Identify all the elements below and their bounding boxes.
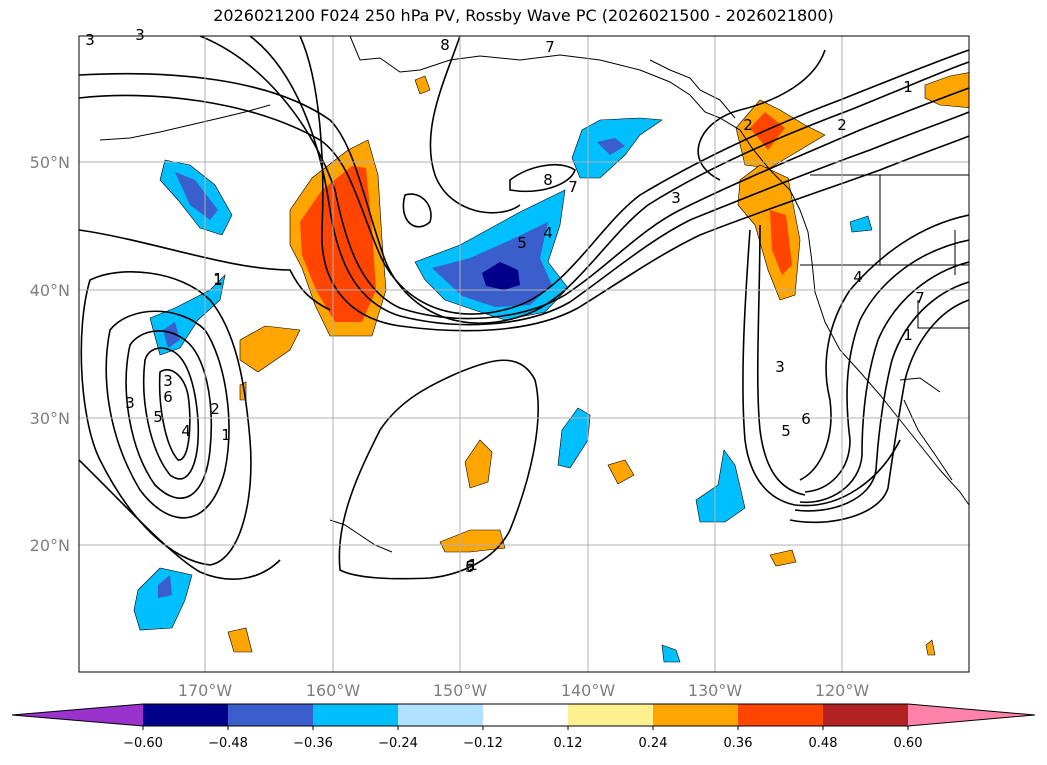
positive-anomaly — [769, 549, 797, 567]
colorbar-tick-label: 0.60 — [894, 736, 923, 751]
positive-anomaly — [414, 75, 431, 95]
negative-anomaly — [849, 215, 873, 233]
contour-label: 3 — [125, 394, 135, 412]
contour-label: 4 — [181, 422, 191, 440]
colorbar-segment — [398, 704, 483, 726]
negative-anomaly-max — [482, 262, 520, 290]
contour-label: 5 — [153, 408, 163, 426]
positive-anomaly — [464, 439, 493, 489]
colorbar-segment — [823, 704, 908, 726]
latitude-labels: 50°N 40°N 30°N 20°N — [30, 153, 70, 555]
contour-label: 3 — [85, 31, 95, 49]
positive-anomaly — [607, 459, 635, 485]
colorbar-extend-max — [908, 704, 1035, 726]
lon-tick-label: 120°W — [815, 681, 870, 700]
contour-label: 5 — [465, 558, 475, 576]
lon-tick-label: 140°W — [561, 681, 616, 700]
contour-label: 6 — [163, 388, 173, 406]
longitude-labels: 170°W 160°W 150°W 140°W 130°W 120°W — [178, 681, 870, 700]
colorbar-tick-label: −0.24 — [378, 736, 418, 751]
contour-label: 2 — [837, 116, 847, 134]
contour-label: 6 — [465, 557, 475, 575]
contour-label: 1 — [903, 78, 913, 96]
contour-label: 2 — [210, 400, 220, 418]
positive-anomaly — [227, 627, 253, 653]
positive-anomaly — [735, 99, 826, 169]
contour-label: 3 — [775, 358, 785, 376]
contour-label: 7 — [568, 178, 578, 196]
negative-anomaly-core — [597, 138, 625, 155]
lon-tick-label: 160°W — [306, 681, 361, 700]
colorbar-segment — [143, 704, 228, 726]
map-frame — [78, 35, 970, 673]
positive-anomaly — [924, 72, 969, 109]
colorbar-tick-label: −0.48 — [208, 736, 248, 751]
colorbar-segment — [653, 704, 738, 726]
lon-tick-label: 150°W — [433, 681, 488, 700]
colorbar-segment — [483, 704, 568, 726]
negative-anomaly-core — [175, 172, 218, 220]
contour-label: 1 — [213, 270, 223, 288]
negative-anomaly — [695, 449, 746, 523]
contour-label: 8 — [440, 36, 450, 54]
contour-labels: 3 8 7 1 2 1 2 8 7 3 5 4 1 4 7 1 3 3 6 5 … — [85, 26, 925, 576]
positive-anomaly-core — [770, 210, 792, 275]
colorbar-segment — [313, 704, 398, 726]
chart-title: 2026021200 F024 250 hPa PV, Rossby Wave … — [213, 6, 834, 25]
lat-tick-label: 30°N — [30, 409, 70, 428]
positive-anomaly — [239, 325, 301, 373]
lon-tick-label: 170°W — [178, 681, 233, 700]
contour-label: 3 — [163, 372, 173, 390]
positive-anomaly — [439, 529, 506, 553]
negative-anomaly-core — [158, 575, 172, 598]
contour-label: 1 — [221, 426, 231, 444]
contour-label: 7 — [545, 38, 555, 56]
colorbar-tick-label: −0.36 — [293, 736, 333, 751]
colorbar-tick-label: 0.24 — [639, 736, 668, 751]
pv-anomaly-fills — [133, 72, 969, 663]
contour-label: 3 — [135, 26, 145, 44]
lat-tick-label: 40°N — [30, 281, 70, 300]
colorbar-tick-label: −0.60 — [123, 736, 163, 751]
gridlines — [79, 36, 969, 672]
contour-label: 8 — [543, 171, 553, 189]
map-panel — [79, 36, 969, 672]
negative-anomaly — [133, 567, 193, 631]
colorbar-tick-label: 0.12 — [554, 736, 583, 751]
contour-label: 4 — [543, 224, 553, 242]
lon-tick-label: 130°W — [688, 681, 743, 700]
colorbar-segment — [568, 704, 653, 726]
colorbar-segment — [228, 704, 313, 726]
contour-label: 5 — [517, 234, 527, 252]
contour-label: 3 — [671, 189, 681, 207]
contour-label: 1 — [903, 326, 913, 344]
negative-anomaly-core — [432, 222, 552, 307]
colorbar-extend-min — [12, 704, 143, 726]
contour-label: 6 — [801, 410, 811, 428]
colorbar-tick-label: 0.48 — [809, 736, 838, 751]
lat-tick-label: 20°N — [30, 536, 70, 555]
contour-label: 1 — [468, 556, 478, 574]
colorbar-segment — [738, 704, 823, 726]
colorbar: −0.60 −0.48 −0.36 −0.24 −0.12 0.12 0.24 0.36 0.4… — [11, 703, 1036, 751]
contour-label: 1 — [213, 271, 223, 289]
contour-label: 4 — [853, 268, 863, 286]
lat-tick-label: 50°N — [30, 153, 70, 172]
colorbar-tick-label: −0.12 — [463, 736, 503, 751]
contour-label: 2 — [743, 116, 753, 134]
colorbar-tick-label: 0.36 — [724, 736, 753, 751]
contour-label: 7 — [915, 289, 925, 307]
positive-anomaly — [925, 639, 936, 656]
negative-anomaly-core — [163, 322, 180, 348]
contour-label: 5 — [781, 422, 791, 440]
negative-anomaly — [661, 644, 681, 663]
positive-anomaly-core — [750, 112, 785, 150]
